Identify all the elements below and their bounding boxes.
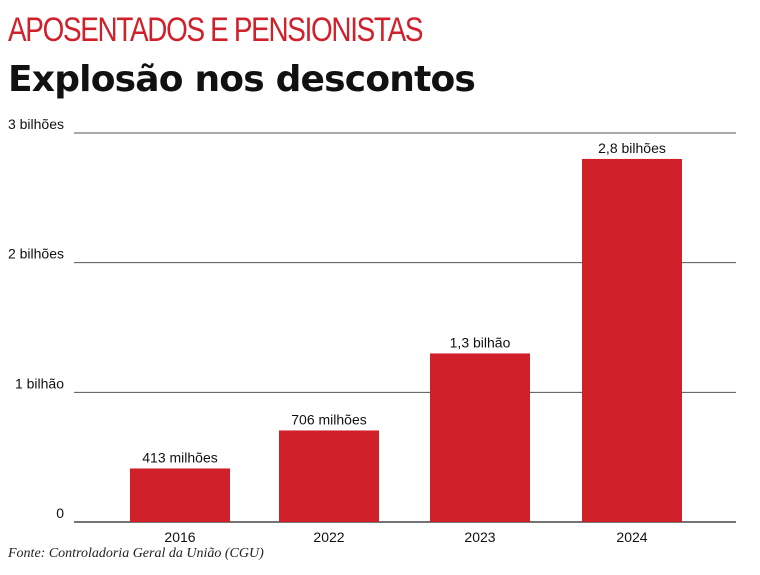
x-tick-label-2023: 2023 (464, 529, 495, 545)
y-tick-label-2: 2 bilhões (8, 246, 64, 262)
chart-title: Explosão nos descontos (8, 59, 476, 100)
data-label-2016: 413 milhões (142, 449, 218, 465)
bar-2023 (430, 353, 530, 522)
x-tick-label-2016: 2016 (164, 529, 195, 545)
bar-2022 (279, 430, 379, 522)
x-tick-label-2022: 2022 (313, 529, 344, 545)
y-tick-label-3: 3 bilhões (8, 116, 64, 132)
source-note: Fonte: Controladoria Geral da União (CGU… (8, 546, 264, 561)
chart-kicker: APOSENTADOS E PENSIONISTAS (8, 11, 423, 49)
x-tick-label-2024: 2024 (616, 529, 647, 545)
bar-2016 (130, 468, 230, 522)
data-label-2022: 706 milhões (291, 411, 367, 427)
bars (130, 158, 682, 522)
data-label-2023: 1,3 bilhão (450, 334, 511, 350)
y-tick-label-0: 0 (56, 505, 64, 521)
labels: 0 1 bilhão 2 bilhões 3 bilhões 413 milhões 20… (8, 116, 666, 545)
y-tick-label-1: 1 bilhão (15, 375, 64, 391)
bar-2024 (582, 158, 682, 522)
data-label-2024: 2,8 bilhões (598, 140, 666, 156)
